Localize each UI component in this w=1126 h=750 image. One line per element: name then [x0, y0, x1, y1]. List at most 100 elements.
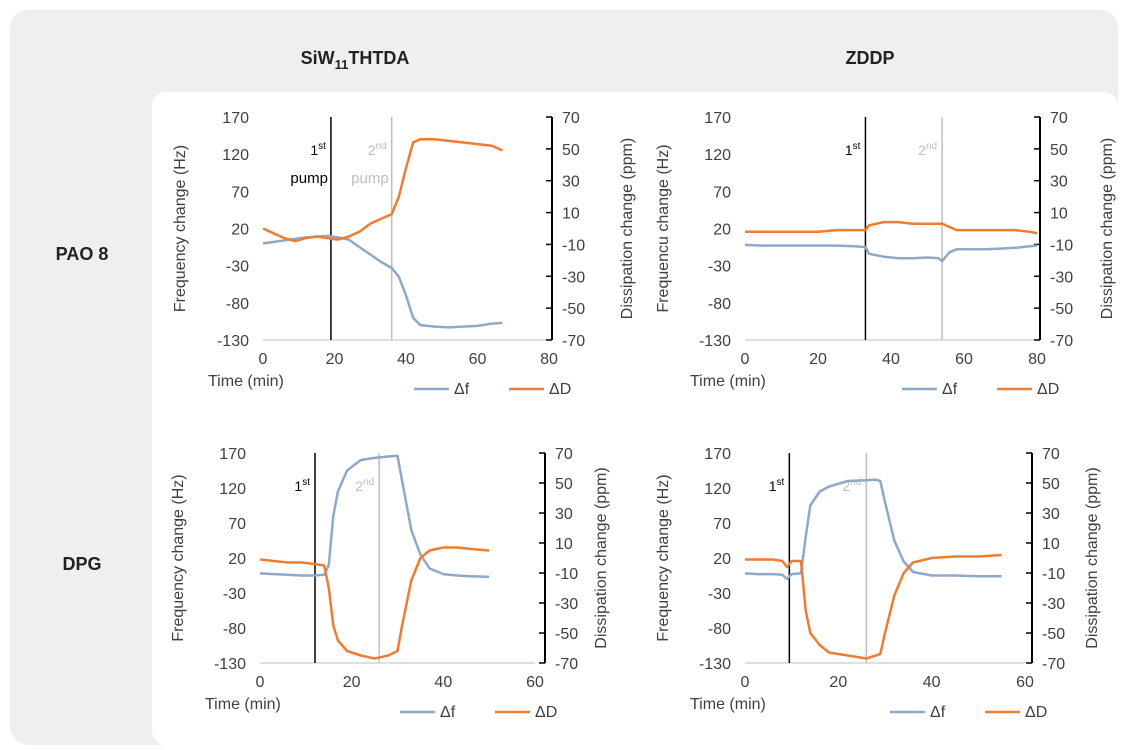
series-line	[259, 546, 490, 660]
x-tick-label: 20	[829, 674, 847, 691]
pump-label-suffix: st	[318, 141, 326, 152]
y2-tick-label: 30	[562, 174, 580, 191]
y2-tick-label: -70	[1042, 656, 1065, 673]
y2-tick-label: -70	[562, 333, 585, 350]
legend-label: ΔD	[535, 704, 557, 721]
legend-label: Δf	[454, 381, 470, 398]
pump-label-number: 2	[918, 142, 926, 158]
pump-label: 2nd	[368, 141, 387, 158]
y2-tick-label: -10	[555, 566, 578, 583]
y-tick-label: 70	[713, 184, 731, 201]
y-tick-label: -30	[708, 259, 731, 276]
x-tick-label: 20	[326, 351, 344, 368]
pump-label-word: pump	[351, 170, 389, 187]
y-tick-label: -80	[708, 621, 731, 638]
pump-label: 2nd	[842, 477, 861, 494]
x-tick-label: 0	[259, 351, 268, 368]
row-header: DPG	[62, 554, 101, 574]
series-line	[744, 478, 1002, 581]
pump-label-number: 1	[845, 142, 853, 158]
y-tick-label: -80	[223, 621, 246, 638]
x-axis-label: Time (min)	[690, 696, 766, 713]
y-tick-label: -80	[226, 296, 249, 313]
y2-axis-label: Dissipation change (ppm)	[593, 467, 610, 648]
header-part: SiW	[301, 48, 335, 68]
y-tick-label: 120	[222, 147, 249, 164]
y2-tick-label: 10	[562, 206, 580, 223]
x-tick-label: 60	[526, 674, 544, 691]
x-axis-label: Time (min)	[205, 696, 281, 713]
y-tick-label: 70	[228, 516, 246, 533]
x-tick-label: 40	[434, 674, 452, 691]
y2-tick-label: 50	[555, 476, 573, 493]
y-tick-label: -130	[217, 333, 249, 350]
y-tick-label: 170	[704, 110, 731, 127]
legend-label: Δf	[942, 381, 958, 398]
y-tick-label: 20	[713, 551, 731, 568]
x-tick-label: 20	[809, 351, 827, 368]
pump-label-suffix: st	[853, 141, 861, 152]
pump-label: 2nd	[355, 477, 374, 494]
y2-tick-label: -70	[555, 656, 578, 673]
y-axis-label: Frequency change (Hz)	[172, 145, 189, 312]
pump-label: 1st	[845, 141, 861, 158]
x-tick-label: 80	[540, 351, 558, 368]
pump-label-suffix: st	[302, 477, 310, 488]
y2-tick-label: 70	[1042, 446, 1060, 463]
header-part: THTDA	[348, 48, 409, 68]
y2-tick-label: -30	[1042, 596, 1065, 613]
y2-tick-label: 30	[1042, 506, 1060, 523]
header-subscript: 11	[335, 57, 349, 72]
y-tick-label: 120	[704, 481, 731, 498]
pump-label: 2nd	[918, 141, 937, 158]
legend-label: ΔD	[1025, 704, 1047, 721]
series-line	[744, 243, 1038, 263]
pump-label-suffix: nd	[376, 141, 387, 152]
y2-tick-label: 10	[1050, 206, 1068, 223]
pump-label-suffix: nd	[363, 477, 374, 488]
y2-tick-label: -10	[1050, 237, 1073, 254]
legend-label: ΔD	[549, 381, 571, 398]
y-tick-label: -130	[699, 656, 731, 673]
series-line	[745, 553, 1002, 660]
pump-label-suffix: st	[777, 477, 785, 488]
y2-tick-label: 30	[555, 506, 573, 523]
y-tick-label: 120	[704, 147, 731, 164]
y2-tick-label: -30	[1050, 269, 1073, 286]
y2-tick-label: 30	[1050, 174, 1068, 191]
y-tick-label: 170	[222, 110, 249, 127]
y2-tick-label: 50	[562, 142, 580, 159]
x-tick-label: 0	[741, 674, 750, 691]
y-tick-label: 20	[713, 222, 731, 239]
y-tick-label: -30	[223, 586, 246, 603]
pump-label-number: 1	[769, 478, 777, 494]
y-axis-label: Frequency change (Hz)	[655, 474, 672, 641]
y2-axis-label: Dissipation change (ppm)	[1099, 138, 1116, 319]
x-tick-label: 20	[343, 674, 361, 691]
y2-tick-label: 50	[1050, 142, 1068, 159]
y2-tick-label: -70	[1050, 333, 1073, 350]
y2-tick-label: 70	[1050, 110, 1068, 127]
pump-label: 1st	[310, 141, 326, 158]
row-header: PAO 8	[56, 244, 109, 264]
y-tick-label: -130	[699, 333, 731, 350]
y-axis-label: Frequency change (Hz)	[170, 474, 187, 641]
x-axis-label: Time (min)	[690, 373, 766, 390]
column-header: ZDDP	[846, 48, 895, 68]
legend-label: Δf	[440, 704, 456, 721]
y2-axis-label: Dissipation change (ppm)	[1084, 467, 1101, 648]
y-tick-label: 20	[231, 222, 249, 239]
y-tick-label: 170	[704, 446, 731, 463]
pump-label-number: 2	[355, 478, 363, 494]
pump-label-number: 2	[368, 142, 376, 158]
y-tick-label: 70	[713, 516, 731, 533]
y2-tick-label: -30	[555, 596, 578, 613]
pump-label-number: 2	[842, 478, 850, 494]
y2-tick-label: -30	[562, 269, 585, 286]
pump-label-number: 1	[310, 142, 318, 158]
y2-tick-label: -10	[562, 237, 585, 254]
y-tick-label: -80	[708, 296, 731, 313]
y2-tick-label: -50	[562, 301, 585, 318]
pump-label-suffix: nd	[926, 141, 937, 152]
